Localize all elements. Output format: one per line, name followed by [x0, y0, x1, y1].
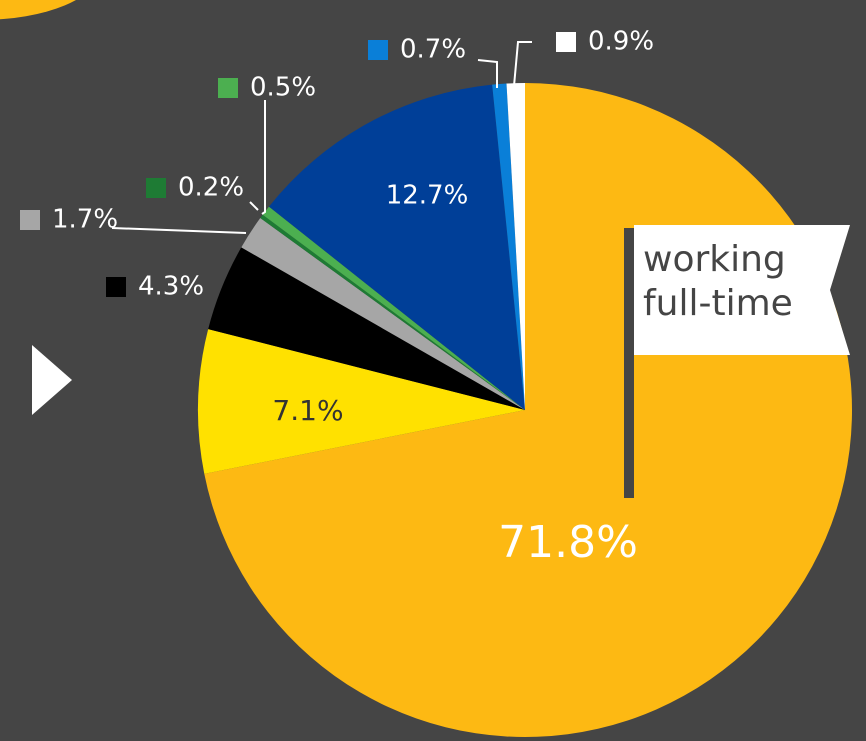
data-label: 1.7% — [52, 205, 118, 235]
data-label: 4.3% — [138, 272, 204, 302]
data-label: 71.8% — [498, 517, 638, 568]
annotation: working full-time — [643, 239, 793, 324]
pie-slice — [262, 206, 525, 410]
legend-swatch — [146, 178, 166, 198]
legend-swatch — [368, 40, 388, 60]
flag — [634, 225, 850, 355]
decor-circle — [0, 0, 76, 20]
data-label: 12.7% — [386, 181, 469, 211]
pie-slice — [268, 84, 525, 410]
pie-slice — [198, 329, 525, 474]
data-label: 0.7% — [400, 35, 466, 65]
legend-swatch — [20, 210, 40, 230]
pie-slice — [241, 218, 525, 410]
legend-swatch — [218, 78, 238, 98]
data-label: 7.1% — [272, 394, 343, 427]
data-label: 0.2% — [178, 173, 244, 203]
pie-slice — [506, 83, 525, 410]
pie-slice — [208, 247, 525, 410]
decor-arrow — [32, 345, 72, 415]
legend-swatch — [106, 277, 126, 297]
data-label: 0.9% — [588, 27, 654, 57]
flag-pole — [624, 228, 634, 498]
legend-swatch — [556, 32, 576, 52]
data-label: 0.5% — [250, 73, 316, 103]
pie-slice — [260, 214, 525, 410]
leader-lines — [111, 41, 532, 234]
pie-slice — [492, 83, 525, 410]
